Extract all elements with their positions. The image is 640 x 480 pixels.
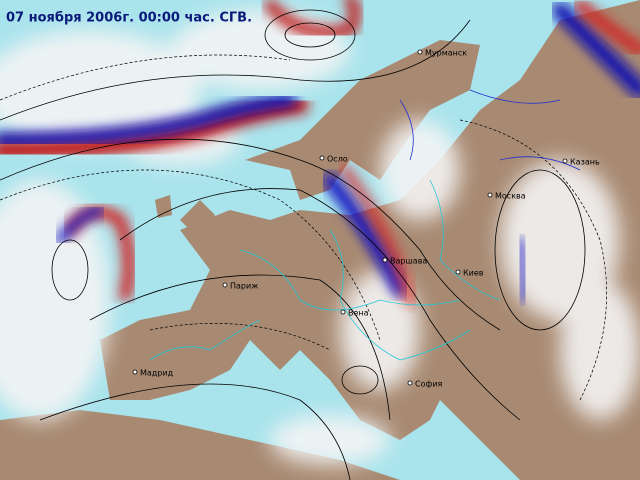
city-dot [319, 155, 325, 161]
fronts [0, 0, 640, 305]
city-label: Вена [348, 309, 369, 318]
city-dot [455, 269, 461, 275]
isobars [0, 9, 607, 480]
city-dot [132, 369, 138, 375]
city-label: Киев [463, 269, 484, 278]
city-dot [222, 282, 228, 288]
city-dot [487, 192, 493, 198]
cities: Мурманск Осло Казань Москва Варшава Киев Париж… [132, 49, 600, 389]
city-label: Париж [230, 282, 258, 291]
city-label: Мадрид [140, 369, 174, 378]
city-dot [382, 257, 388, 263]
city-dot [340, 309, 346, 315]
map-title: 07 ноября 2006г. 00:00 час. СГВ. [6, 11, 252, 26]
city-dot [407, 380, 413, 386]
clouds [0, 10, 640, 465]
city-dot [562, 158, 568, 164]
city-label: София [415, 380, 443, 389]
borders [149, 89, 581, 361]
city-label: Осло [327, 155, 348, 164]
city-dot [417, 49, 423, 55]
city-label: Мурманск [425, 49, 467, 58]
city-label: Варшава [390, 257, 427, 266]
city-label: Казань [570, 158, 600, 167]
city-label: Москва [495, 192, 526, 201]
